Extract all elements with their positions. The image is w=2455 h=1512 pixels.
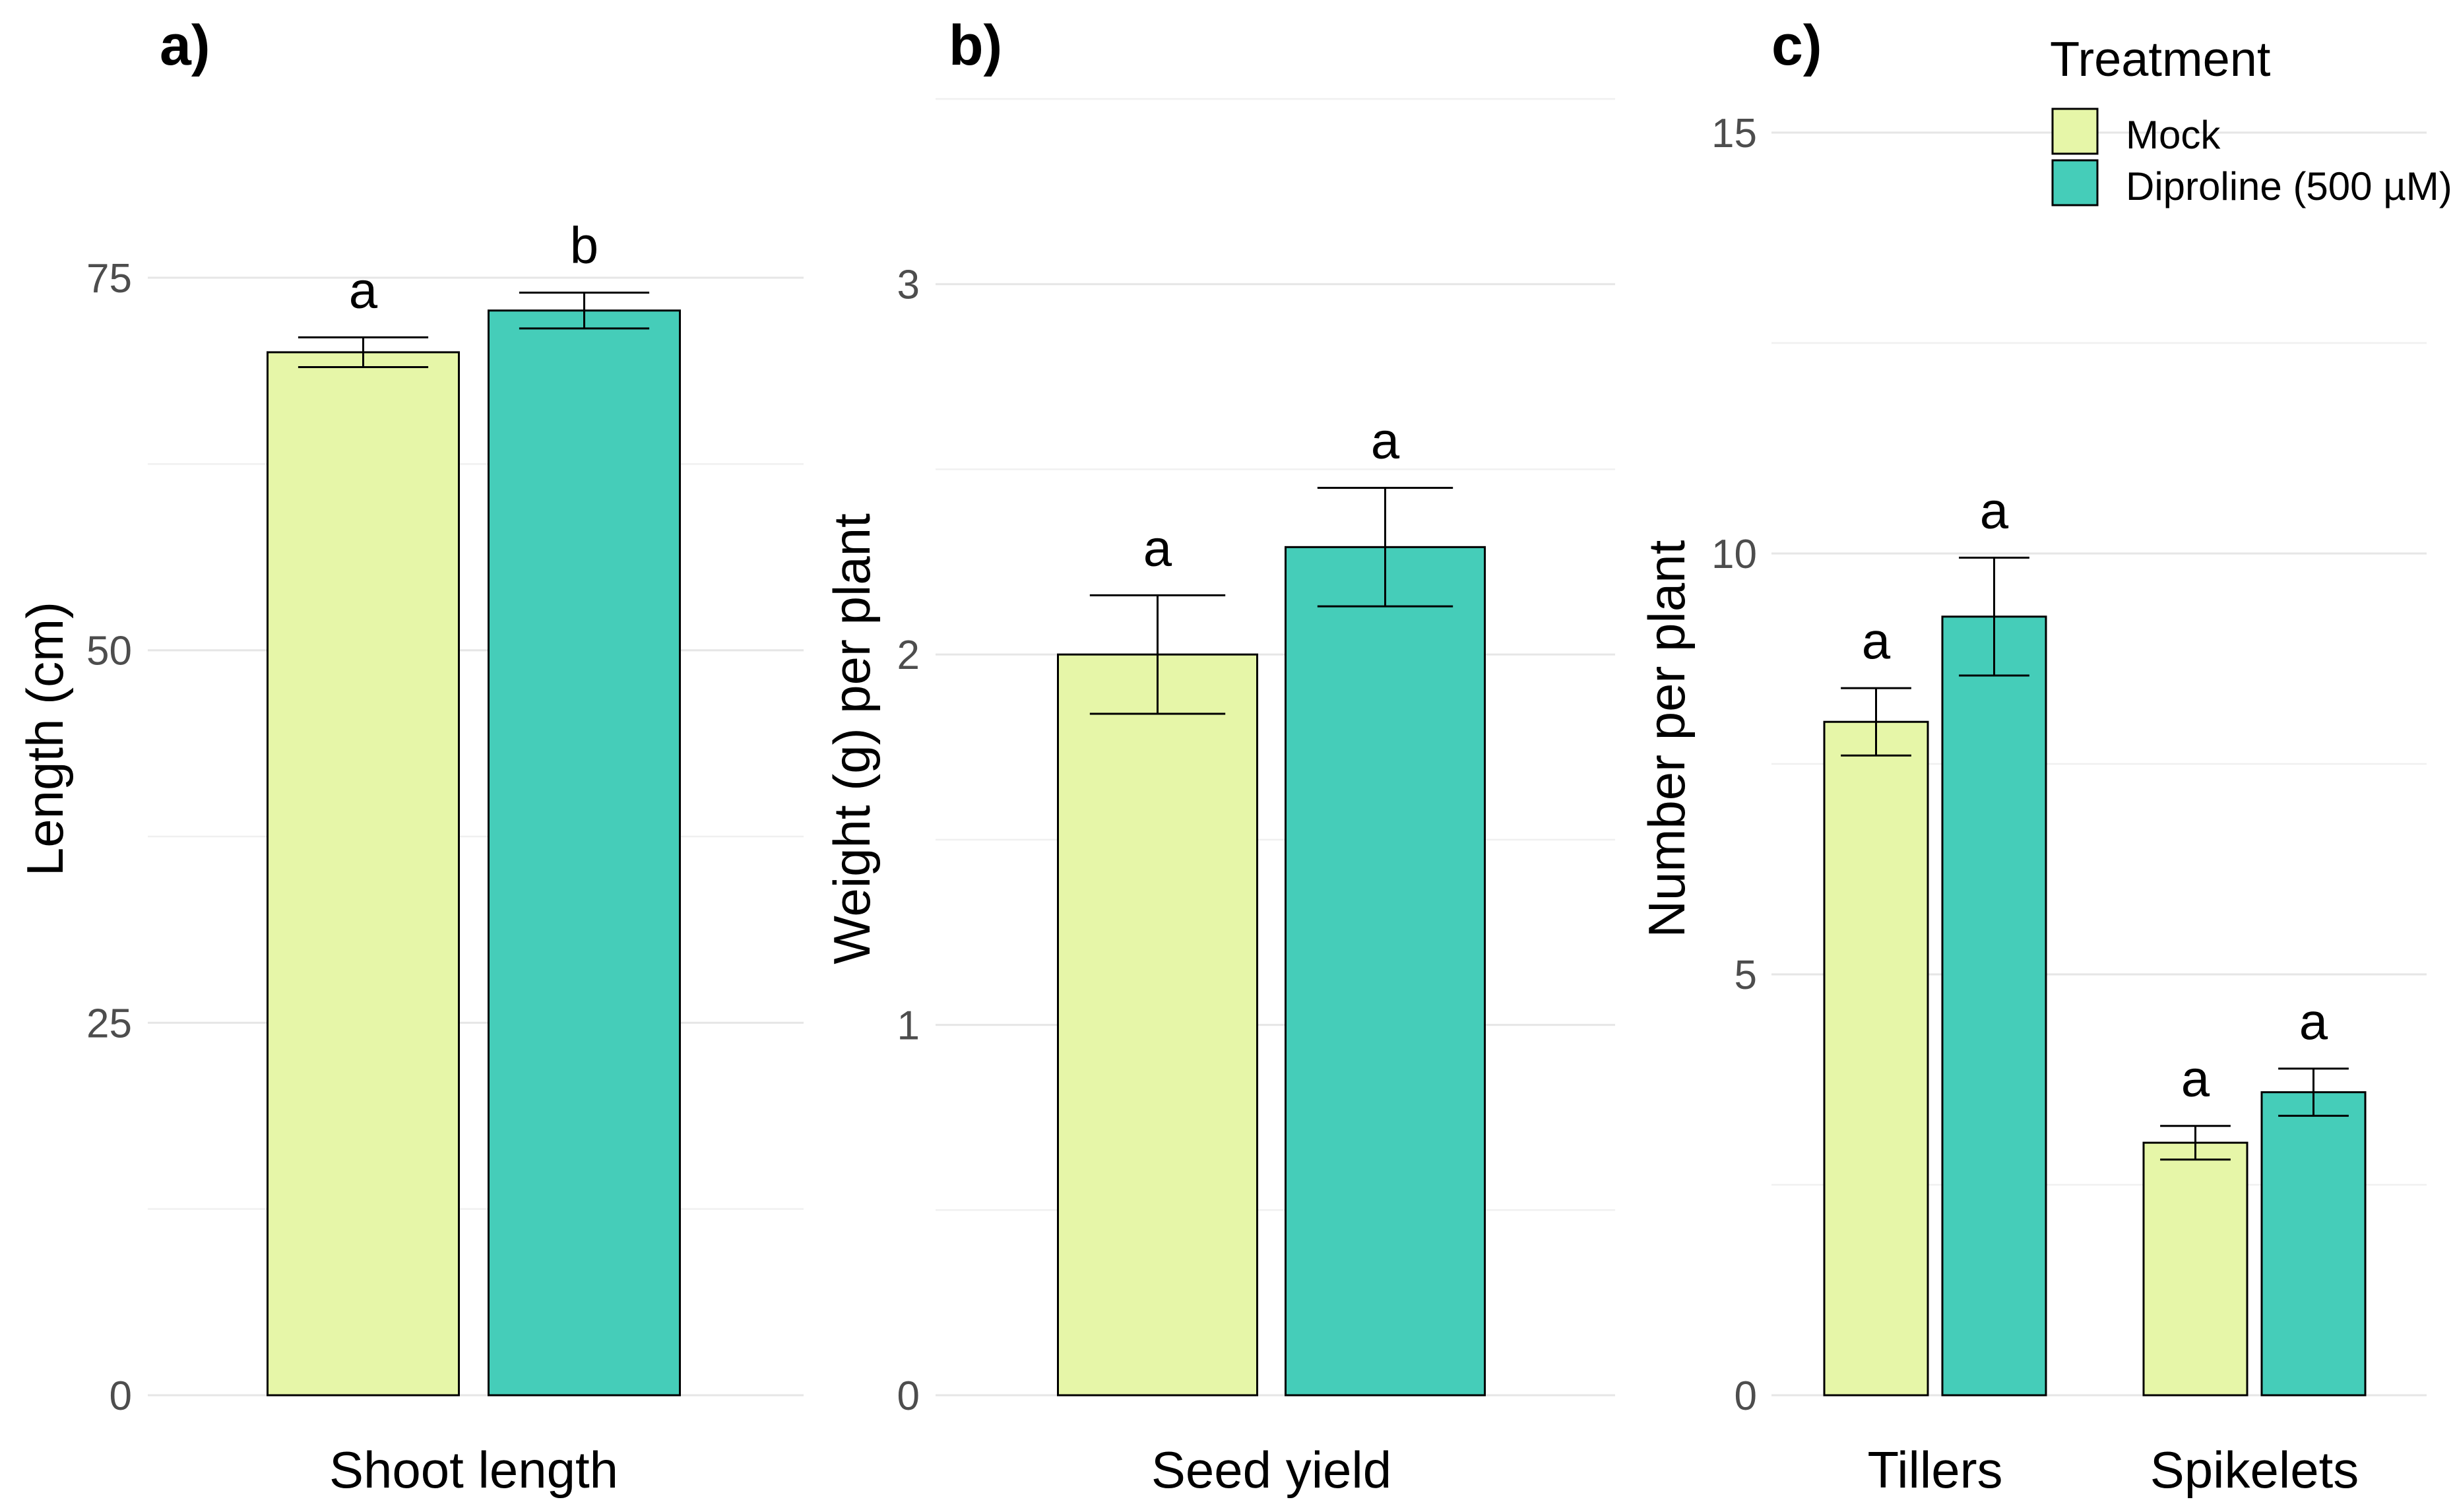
error-bar-spikelets-diproline — [2278, 1067, 2349, 1117]
x-category-label-tillers: Tillers — [1867, 1441, 2002, 1499]
panel-c-y-tick-label: 0 — [1735, 1373, 1757, 1419]
x-category-label-shoot-length: Shoot length — [329, 1441, 618, 1499]
error-bar-spikelets-mock — [2160, 1125, 2231, 1161]
legend-label-mock: Mock — [2126, 113, 2221, 157]
panel-a-label: a) — [160, 14, 210, 77]
panel-b-y-tick-label: 2 — [897, 633, 920, 678]
legend: Treatment Mock Diproline (500 µM) — [2050, 32, 2452, 208]
panel-c-y-axis-title: Number per plant — [1638, 540, 1696, 937]
significance-label-seed-yield-mock: a — [1143, 519, 1172, 577]
panel-c-y-tick-label: 10 — [1711, 532, 1757, 577]
panel-a-y-tick-label: 50 — [86, 629, 132, 674]
significance-label-tillers-diproline: a — [1980, 481, 2009, 539]
error-bar-tillers-diproline — [1959, 556, 2029, 677]
error-bar-shoot-length-diproline — [519, 292, 650, 330]
significance-label-spikelets-diproline: a — [2299, 992, 2328, 1050]
error-bar-shoot-length-mock — [298, 336, 429, 369]
panel-c: c) Number per plant 0 5 10 15 a a Tillers a a Sp… — [1638, 14, 2427, 1499]
panel-b-y-tick-label: 3 — [897, 263, 920, 308]
panel-a-y-tick-label: 25 — [86, 1001, 132, 1046]
x-category-label-seed-yield: Seed yield — [1151, 1441, 1391, 1499]
significance-label-tillers-mock: a — [1862, 612, 1891, 670]
panel-b-y-tick-label: 1 — [897, 1003, 920, 1049]
bar-seed-yield-diproline — [1285, 546, 1486, 1397]
panel-b: b) Weight (g) per plant 0 1 2 3 a a Seed yiel… — [823, 14, 1615, 1499]
bar-shoot-length-diproline — [488, 309, 681, 1397]
panel-b-y-tick-label: 0 — [897, 1373, 920, 1419]
significance-label-seed-yield-diproline: a — [1371, 412, 1400, 470]
bar-tillers-mock — [1823, 720, 1929, 1397]
bar-spikelets-diproline — [2260, 1091, 2367, 1397]
legend-swatch-diproline — [2051, 159, 2099, 206]
legend-swatch-mock — [2051, 108, 2099, 155]
panel-a-y-tick-label: 75 — [86, 256, 132, 301]
legend-label-diproline: Diproline (500 µM) — [2126, 164, 2452, 208]
bar-seed-yield-mock — [1057, 653, 1258, 1397]
panel-b-y-axis-title: Weight (g) per plant — [823, 513, 881, 964]
error-bar-seed-yield-mock — [1089, 594, 1226, 715]
significance-label-shoot-length-mock: a — [349, 261, 378, 319]
panel-a-y-axis-title: Length (cm) — [16, 602, 74, 876]
panel-c-y-tick-label: 5 — [1735, 953, 1757, 998]
significance-label-spikelets-mock: a — [2181, 1050, 2210, 1108]
error-bar-seed-yield-diproline — [1317, 487, 1453, 608]
panel-b-label: b) — [949, 14, 1002, 77]
x-category-label-spikelets: Spikelets — [2150, 1441, 2359, 1499]
bar-tillers-diproline — [1941, 615, 2047, 1397]
panel-a-y-tick-label: 0 — [110, 1373, 132, 1419]
legend-title: Treatment — [2050, 32, 2271, 86]
bar-shoot-length-mock — [267, 351, 460, 1397]
significance-label-shoot-length-diproline: b — [570, 216, 598, 274]
panel-a: a) Length (cm) 0 25 50 75 a b Shoot length — [16, 14, 804, 1499]
error-bar-tillers-mock — [1841, 687, 1911, 757]
panel-c-y-tick-label: 15 — [1711, 111, 1757, 156]
panel-c-label: c) — [1771, 14, 1822, 77]
bar-spikelets-mock — [2142, 1141, 2248, 1397]
